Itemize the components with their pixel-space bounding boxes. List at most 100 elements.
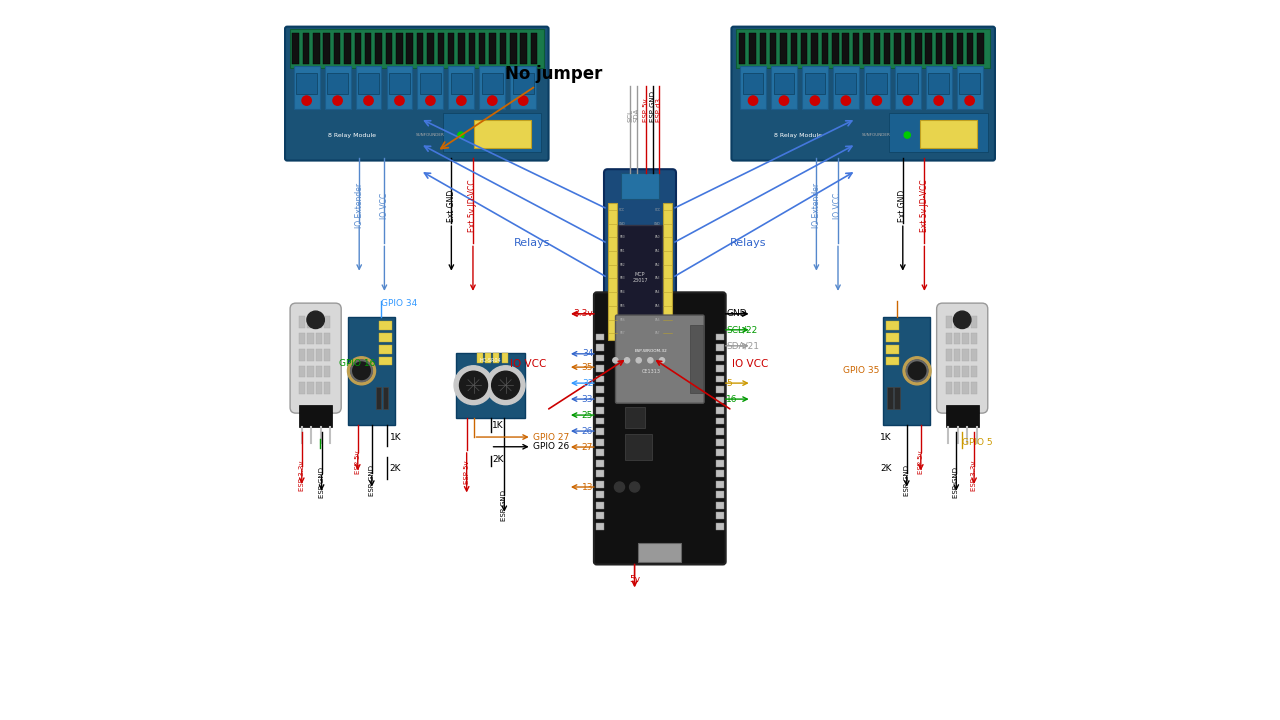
Bar — [595, 386, 604, 393]
Bar — [289, 29, 544, 68]
Circle shape — [648, 358, 653, 363]
Text: Ext GND: Ext GND — [899, 190, 908, 222]
Bar — [663, 203, 672, 340]
Text: PB4: PB4 — [620, 290, 625, 294]
Text: VCC: VCC — [620, 208, 625, 212]
Bar — [296, 73, 317, 94]
Bar — [963, 316, 969, 328]
Circle shape — [333, 96, 342, 105]
Circle shape — [904, 96, 913, 105]
Bar — [716, 428, 724, 435]
Text: PA5: PA5 — [655, 304, 660, 308]
Circle shape — [904, 132, 910, 138]
Bar — [966, 32, 973, 64]
Circle shape — [492, 372, 520, 399]
Bar — [915, 32, 922, 64]
Text: IO Extender: IO Extender — [355, 184, 364, 228]
Bar — [886, 321, 899, 330]
FancyBboxPatch shape — [291, 303, 342, 413]
Bar — [356, 66, 381, 109]
Circle shape — [454, 366, 493, 405]
Bar — [897, 73, 918, 94]
Text: Ext GND: Ext GND — [447, 190, 456, 222]
Bar — [716, 502, 724, 508]
Circle shape — [749, 96, 758, 105]
Bar — [375, 32, 381, 64]
Text: GND: GND — [654, 222, 660, 225]
Bar — [324, 382, 330, 394]
Bar — [316, 349, 323, 361]
Text: SDA: SDA — [634, 108, 640, 122]
Bar — [867, 73, 887, 94]
Bar — [970, 382, 977, 394]
Bar — [595, 481, 604, 487]
Bar — [832, 32, 838, 64]
Bar — [608, 203, 617, 340]
Text: Relays: Relays — [730, 238, 767, 248]
Text: 5: 5 — [727, 379, 732, 387]
Text: 8 Relay Module: 8 Relay Module — [328, 132, 376, 138]
Bar — [690, 325, 703, 393]
Bar — [511, 66, 536, 109]
Circle shape — [810, 96, 819, 105]
Text: IO VCC: IO VCC — [380, 193, 389, 219]
Text: ESP GND: ESP GND — [904, 465, 910, 497]
Bar — [307, 333, 314, 344]
Text: GPIO 5: GPIO 5 — [963, 438, 993, 447]
Text: ESP 3.3v: ESP 3.3v — [972, 461, 977, 491]
Bar — [334, 32, 340, 64]
Bar — [474, 120, 531, 148]
Bar — [389, 73, 410, 94]
Bar — [956, 66, 983, 109]
Bar — [451, 73, 472, 94]
Bar — [457, 353, 525, 418]
Text: GPIO 16: GPIO 16 — [339, 359, 375, 368]
Bar — [863, 32, 869, 64]
Bar — [625, 407, 645, 428]
Bar — [300, 349, 306, 361]
Text: No jumper: No jumper — [442, 66, 603, 148]
Bar — [595, 523, 604, 530]
Circle shape — [426, 96, 435, 105]
Bar — [511, 32, 517, 64]
Text: 34: 34 — [582, 349, 593, 359]
Bar — [716, 459, 724, 467]
Bar — [977, 32, 984, 64]
Text: CE1313: CE1313 — [641, 369, 660, 374]
Circle shape — [906, 360, 928, 382]
Bar — [954, 333, 960, 344]
Bar — [595, 376, 604, 382]
Bar — [417, 66, 443, 109]
Bar — [895, 387, 900, 409]
Bar — [716, 491, 724, 498]
FancyBboxPatch shape — [285, 27, 549, 161]
Text: PB3: PB3 — [620, 276, 625, 280]
Bar — [316, 382, 323, 394]
Circle shape — [458, 132, 463, 138]
Text: SUNFOUNDER: SUNFOUNDER — [861, 133, 891, 137]
Text: PA0: PA0 — [655, 235, 660, 239]
Bar — [781, 32, 787, 64]
Bar — [324, 316, 330, 328]
Bar — [970, 366, 977, 377]
Bar — [956, 32, 963, 64]
Text: PA2: PA2 — [655, 263, 660, 266]
Text: GPIO 27: GPIO 27 — [532, 433, 570, 441]
Bar — [479, 32, 485, 64]
Bar — [379, 333, 392, 342]
Bar — [954, 366, 960, 377]
Bar — [595, 354, 604, 361]
Bar — [355, 32, 361, 64]
Bar — [448, 32, 454, 64]
Bar — [307, 366, 314, 377]
Text: 1K: 1K — [881, 433, 892, 442]
Bar — [358, 73, 379, 94]
Text: SUNFOUNDER: SUNFOUNDER — [415, 133, 444, 137]
Bar — [293, 66, 320, 109]
Text: 16: 16 — [727, 395, 737, 404]
Text: SCL/22: SCL/22 — [727, 325, 758, 334]
Bar — [344, 32, 351, 64]
Bar — [485, 354, 492, 363]
Circle shape — [488, 96, 497, 105]
Bar — [716, 333, 724, 341]
